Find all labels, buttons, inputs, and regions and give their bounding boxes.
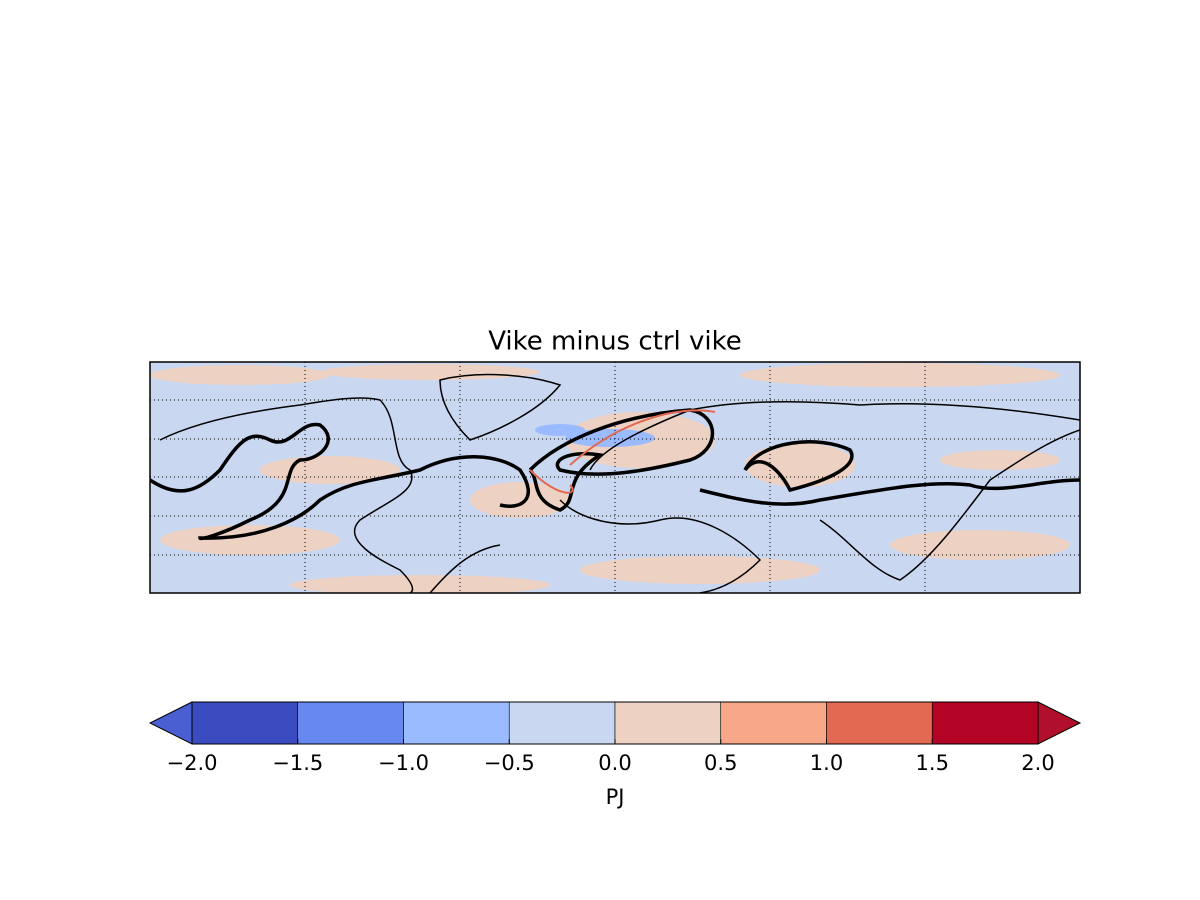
colorbar-tick-label: −2.0 [167, 751, 218, 775]
colorbar: −2.0 −1.5 −1.0 −0.5 0.0 0.5 1.0 1.5 2.0 PJ [148, 701, 1082, 809]
colorbar-bin [614, 701, 722, 745]
colorbar-extension-max [1037, 701, 1082, 745]
grid [150, 362, 1080, 593]
colorbar-bin [508, 701, 616, 745]
contours [150, 408, 1080, 541]
colorbar-bin [403, 701, 510, 745]
colorbar-tick-label: 1.0 [810, 751, 843, 775]
colorbar-extension-min [148, 701, 193, 745]
colorbar-tick-label: 1.5 [916, 751, 949, 775]
map-frame [149, 361, 1081, 594]
colorbar-tick-label: 2.0 [1021, 751, 1054, 775]
colorbar-tick-label: −1.5 [272, 751, 323, 775]
colorbar-bin [720, 701, 827, 745]
positive-contour [569, 409, 716, 466]
colorbar-bin [191, 701, 299, 745]
coastlines [159, 373, 1080, 593]
colorbar-tick-label: −1.0 [378, 751, 429, 775]
colorbar-bin [931, 701, 1039, 745]
colorbar-label: PJ [606, 785, 625, 809]
colorbar-bin [826, 701, 933, 745]
colorbar-tick-label: 0.5 [704, 751, 737, 775]
map-title: Vike minus ctrl vike [488, 327, 742, 357]
map [150, 362, 1080, 593]
colorbar-tick-label: −0.5 [484, 751, 535, 775]
colorbar-bin [297, 701, 404, 745]
colorbar-tick-label: 0.0 [598, 751, 631, 775]
positive-contour [529, 469, 574, 494]
